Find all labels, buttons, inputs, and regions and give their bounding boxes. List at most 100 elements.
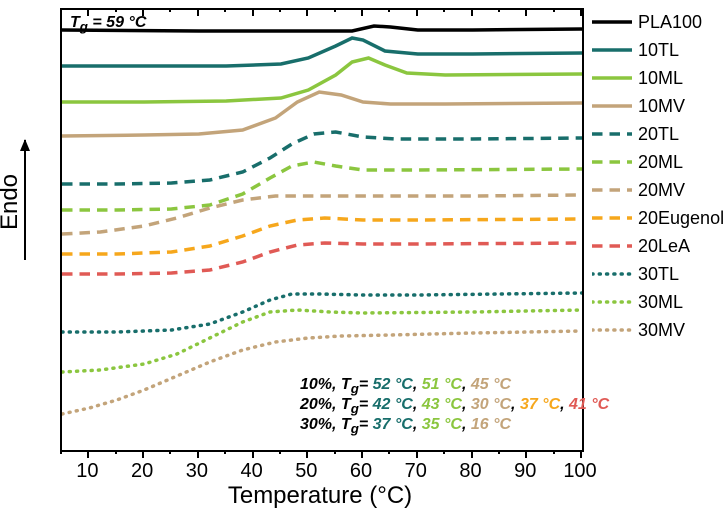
x-tick xyxy=(334,450,336,454)
legend-item-10MV: 10MV xyxy=(592,92,724,120)
x-tick-top xyxy=(306,8,308,16)
x-tick xyxy=(416,450,418,458)
x-tick-top xyxy=(443,8,445,12)
x-tick-label: 60 xyxy=(350,460,372,483)
x-tick-label: 10 xyxy=(76,460,98,483)
series-20Eugenol xyxy=(62,218,582,254)
x-tick-top xyxy=(60,8,62,12)
legend-swatch xyxy=(592,96,632,116)
x-tick-top xyxy=(361,8,363,16)
y-axis-arrow xyxy=(24,140,26,260)
x-tick-top xyxy=(115,8,117,12)
x-tick xyxy=(580,450,582,458)
legend-label: 20LeA xyxy=(638,236,690,257)
x-tick-label: 100 xyxy=(563,460,596,483)
x-tick-top xyxy=(580,8,582,16)
x-tick-top xyxy=(334,8,336,12)
x-tick xyxy=(306,450,308,458)
tg-annotation-top: Tg = 59 °C xyxy=(70,14,146,34)
x-tick-label: 20 xyxy=(131,460,153,483)
series-20TL xyxy=(62,132,582,184)
legend-item-20ML: 20ML xyxy=(592,148,724,176)
x-tick xyxy=(471,450,473,458)
x-tick-top xyxy=(388,8,390,12)
x-tick xyxy=(498,450,500,454)
x-tick-top xyxy=(279,8,281,12)
legend-item-30MV: 30MV xyxy=(592,316,724,344)
tg-row-1: 20%, Tg= 42 °C, 43 °C, 30 °C, 37 °C, 41 … xyxy=(300,396,609,416)
x-tick xyxy=(60,450,62,454)
x-tick xyxy=(525,450,527,458)
legend-item-20MV: 20MV xyxy=(592,176,724,204)
legend-label: 20MV xyxy=(638,180,685,201)
legend-item-30TL: 30TL xyxy=(592,260,724,288)
legend-swatch xyxy=(592,40,632,60)
x-tick xyxy=(279,450,281,454)
legend-label: PLA100 xyxy=(638,12,702,33)
legend: PLA100 10TL 10ML 10MV 20TL 20ML 20MV 20Eugenol 2… xyxy=(592,8,724,344)
x-tick-top xyxy=(224,8,226,12)
x-axis-label: Temperature (°C) xyxy=(60,482,580,510)
dsc-chart: Endo Temperature (°C) PLA100 10TL 10ML 10MV… xyxy=(0,0,728,513)
legend-swatch xyxy=(592,292,632,312)
legend-label: 10MV xyxy=(638,96,685,117)
x-tick-top xyxy=(197,8,199,16)
x-tick-top xyxy=(471,8,473,16)
legend-label: 10ML xyxy=(638,68,683,89)
x-tick xyxy=(197,450,199,458)
x-tick-top xyxy=(169,8,171,12)
legend-label: 20ML xyxy=(638,152,683,173)
legend-swatch xyxy=(592,12,632,32)
y-axis-label: Endo xyxy=(0,162,24,242)
x-tick-top xyxy=(142,8,144,16)
x-tick xyxy=(169,450,171,454)
legend-swatch xyxy=(592,236,632,256)
x-tick-label: 70 xyxy=(405,460,427,483)
legend-item-10ML: 10ML xyxy=(592,64,724,92)
x-tick xyxy=(252,450,254,458)
x-tick xyxy=(361,450,363,458)
x-tick xyxy=(87,450,89,458)
series-20LeA xyxy=(62,243,582,274)
legend-swatch xyxy=(592,152,632,172)
x-tick-top xyxy=(87,8,89,16)
x-tick-label: 50 xyxy=(295,460,317,483)
legend-label: 30TL xyxy=(638,264,679,285)
legend-item-20Eugenol: 20Eugenol xyxy=(592,204,724,232)
x-tick xyxy=(388,450,390,454)
tg-row-2: 30%, Tg= 37 °C, 35 °C, 16 °C xyxy=(300,416,511,436)
x-tick-label: 30 xyxy=(186,460,208,483)
x-tick-label: 90 xyxy=(514,460,536,483)
legend-item-30ML: 30ML xyxy=(592,288,724,316)
series-20ML xyxy=(62,162,582,210)
x-tick-label: 40 xyxy=(240,460,262,483)
legend-swatch xyxy=(592,180,632,200)
legend-item-10TL: 10TL xyxy=(592,36,724,64)
legend-swatch xyxy=(592,320,632,340)
legend-swatch xyxy=(592,68,632,88)
x-tick-top xyxy=(498,8,500,12)
x-tick-label: 80 xyxy=(459,460,481,483)
tg-row-0: 10%, Tg= 52 °C, 51 °C, 45 °C xyxy=(300,376,511,396)
x-tick xyxy=(443,450,445,454)
x-tick xyxy=(553,450,555,454)
series-10MV xyxy=(62,92,582,136)
series-20MV xyxy=(62,195,582,234)
series-30ML xyxy=(62,310,582,372)
legend-label: 20Eugenol xyxy=(638,208,724,229)
x-tick-top xyxy=(416,8,418,16)
x-tick-top xyxy=(252,8,254,16)
x-tick-top xyxy=(525,8,527,16)
legend-swatch xyxy=(592,208,632,228)
legend-item-20TL: 20TL xyxy=(592,120,724,148)
x-tick-top xyxy=(553,8,555,12)
x-tick xyxy=(142,450,144,458)
legend-swatch xyxy=(592,124,632,144)
x-tick xyxy=(115,450,117,454)
series-10TL xyxy=(62,38,582,66)
legend-item-PLA100: PLA100 xyxy=(592,8,724,36)
legend-label: 30ML xyxy=(638,292,683,313)
legend-label: 30MV xyxy=(638,320,685,341)
x-tick xyxy=(224,450,226,454)
legend-item-20LeA: 20LeA xyxy=(592,232,724,260)
